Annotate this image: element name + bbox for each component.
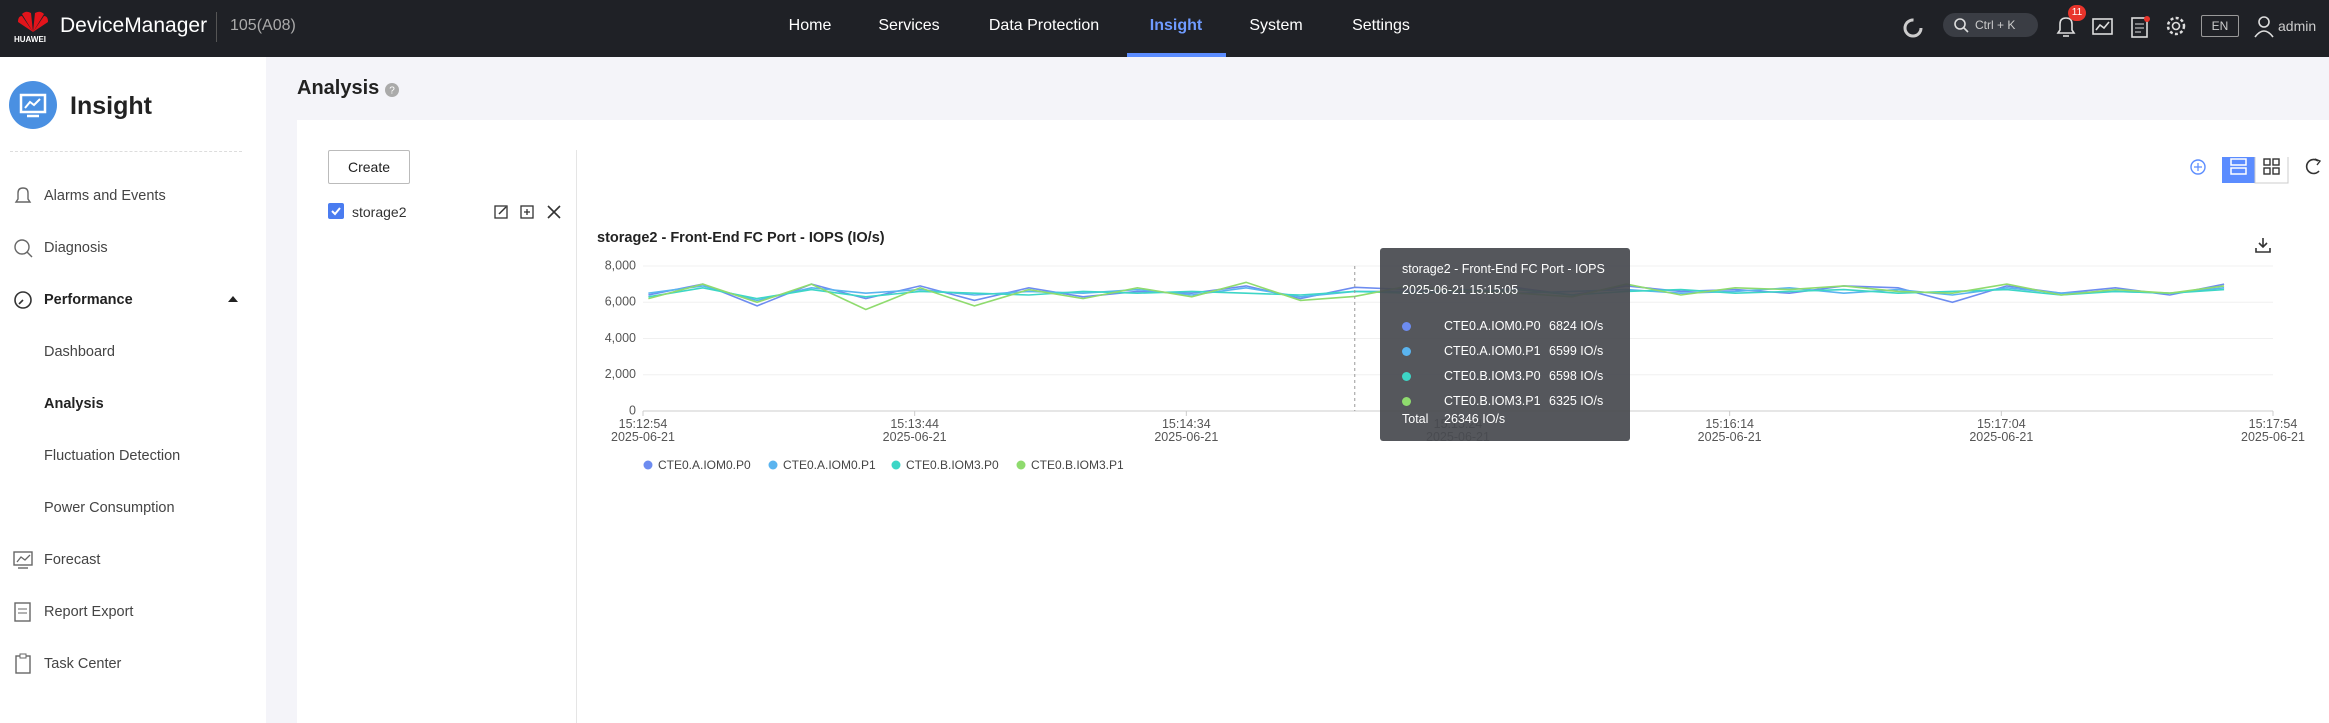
menu-subitem[interactable]: Fluctuation Detection: [44, 448, 181, 464]
tooltip-marker: [1402, 347, 1411, 356]
menu-subitem[interactable]: Dashboard: [44, 344, 115, 360]
nav-underline: [1127, 53, 1226, 57]
lang-button[interactable]: EN: [2201, 15, 2239, 37]
create-button[interactable]: Create: [328, 150, 410, 184]
y-tick-label: 0: [629, 403, 636, 417]
menu-subitem[interactable]: Power Consumption: [44, 500, 175, 516]
performance-icon: [14, 291, 32, 309]
tooltip-title: storage2 - Front-End FC Port - IOPS: [1402, 262, 1605, 276]
legend-marker: [768, 460, 778, 470]
tooltip-series: CTE0.A.IOM0.P1: [1444, 344, 1541, 358]
separator: [10, 151, 242, 152]
tooltip-time: 2025-06-21 15:15:05: [1402, 283, 1519, 297]
search-hint: Ctrl + K: [1975, 18, 2016, 32]
menu-item[interactable]: Task Center: [44, 656, 122, 672]
bell-icon[interactable]: [2053, 14, 2079, 40]
y-tick-label: 6,000: [605, 295, 636, 309]
tooltip-series: CTE0.B.IOM3.P0: [1444, 369, 1541, 383]
nav-item[interactable]: Data Protection: [988, 17, 1100, 34]
loading-icon[interactable]: [1900, 15, 1926, 41]
top-bar: HUAWEI DeviceManager 105(A08) Home Servi…: [0, 0, 2329, 57]
tooltip-marker: [1402, 372, 1411, 381]
tooltip-total-label: Total: [1402, 412, 1429, 426]
insight-icon: [9, 81, 57, 129]
x-tick-label: 15:14:34 2025-06-21: [1154, 417, 1219, 444]
nav-item-active[interactable]: Insight: [1149, 17, 1203, 34]
logo-icon: [18, 11, 48, 32]
tooltip-total: 26346 IO/s: [1444, 412, 1506, 426]
svg-text:?: ?: [389, 86, 395, 97]
x-tick-label: 15:13:44 2025-06-21: [882, 417, 947, 444]
legend-label: CTE0.A.IOM0.P0: [658, 458, 751, 472]
device-name: 105(A08): [230, 17, 296, 34]
nav-item[interactable]: Settings: [1352, 17, 1410, 34]
page-title: Analysis: [297, 77, 380, 99]
monitor-icon[interactable]: [2090, 14, 2116, 40]
x-tick-label: 15:16:14 2025-06-21: [1697, 417, 1762, 444]
tooltip-series: CTE0.B.IOM3.P1: [1444, 394, 1541, 408]
diagnosis-icon: [14, 239, 33, 258]
product-name: DeviceManager: [60, 14, 208, 37]
legend-marker: [891, 460, 901, 470]
search-icon: [1954, 18, 1969, 33]
download-icon[interactable]: [2254, 236, 2272, 254]
y-tick-label: 8,000: [605, 258, 636, 272]
object-name[interactable]: storage2: [352, 204, 407, 220]
task-icon[interactable]: [2127, 14, 2153, 40]
tooltip-value: 6598 IO/s: [1549, 369, 1604, 383]
y-tick-label: 2,000: [605, 367, 636, 381]
bell-menu-icon: [14, 187, 32, 203]
task-menu-icon: [15, 653, 31, 674]
divider: [576, 150, 577, 723]
settings-icon[interactable]: [2163, 13, 2189, 39]
x-tick-label: 15:17:54 2025-06-21: [2241, 417, 2305, 444]
legend-label: CTE0.A.IOM0.P1: [783, 458, 876, 472]
search-box[interactable]: Ctrl + K: [1943, 13, 2038, 37]
collapse-arrow[interactable]: [227, 294, 239, 304]
report-icon: [14, 602, 31, 622]
badge: 11: [2068, 5, 2086, 21]
tooltip: storage2 - Front-End FC Port - IOPS 2025…: [1380, 248, 1630, 441]
menu-item[interactable]: Report Export: [44, 604, 134, 620]
nav-item[interactable]: Services: [878, 17, 940, 34]
y-tick-label: 4,000: [605, 331, 636, 345]
x-tick-label: 15:12:54 2025-06-21: [611, 417, 675, 444]
help-icon[interactable]: ?: [385, 83, 399, 97]
sidebar: [0, 57, 266, 723]
forecast-icon: [13, 551, 33, 569]
legend-marker: [643, 460, 653, 470]
menu-item[interactable]: Forecast: [44, 552, 101, 568]
user-icon[interactable]: [2253, 14, 2275, 40]
nav-item[interactable]: System: [1249, 17, 1303, 34]
legend-label: CTE0.B.IOM3.P0: [906, 458, 999, 472]
legend-label: CTE0.B.IOM3.P1: [1031, 458, 1124, 472]
chart-title: storage2 - Front-End FC Port - IOPS (IO/…: [597, 230, 885, 246]
chart-toolbar[interactable]: [2188, 157, 2328, 185]
tooltip-value: 6824 IO/s: [1549, 319, 1604, 333]
logo-text: HUAWEI: [14, 35, 46, 44]
menu-item[interactable]: Performance: [44, 292, 133, 308]
tooltip-series: CTE0.A.IOM0.P0: [1444, 319, 1541, 333]
object-actions[interactable]: [494, 204, 564, 220]
tooltip-marker: [1402, 397, 1411, 406]
menu-item[interactable]: Diagnosis: [44, 240, 108, 256]
divider: [216, 12, 217, 42]
user-name[interactable]: admin: [2278, 18, 2317, 34]
x-tick-label: 15:17:04 2025-06-21: [1969, 417, 2034, 444]
nav-item[interactable]: Home: [788, 17, 832, 34]
checkbox[interactable]: [328, 203, 344, 219]
tooltip-marker: [1402, 322, 1411, 331]
tooltip-value: 6325 IO/s: [1549, 394, 1604, 408]
tooltip-value: 6599 IO/s: [1549, 344, 1604, 358]
panel: [297, 120, 2329, 723]
sidebar-title: Insight: [70, 92, 152, 120]
menu-subitem-active[interactable]: Analysis: [44, 396, 104, 412]
legend-marker: [1016, 460, 1026, 470]
menu-item[interactable]: Alarms and Events: [44, 188, 166, 204]
